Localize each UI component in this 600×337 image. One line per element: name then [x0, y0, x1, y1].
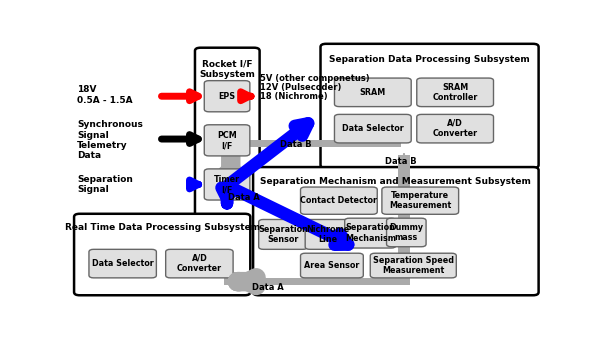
FancyBboxPatch shape: [386, 218, 426, 247]
Text: A/D
Converter: A/D Converter: [433, 119, 478, 139]
Text: Contact Detector: Contact Detector: [301, 196, 377, 205]
Text: SRAM: SRAM: [360, 88, 386, 97]
FancyBboxPatch shape: [417, 78, 493, 106]
FancyBboxPatch shape: [305, 219, 351, 249]
Text: Data Selector: Data Selector: [92, 259, 154, 268]
Text: Separation
Sensor: Separation Sensor: [258, 225, 308, 244]
FancyArrowPatch shape: [227, 136, 235, 182]
Text: Data A: Data A: [252, 283, 283, 293]
FancyBboxPatch shape: [74, 214, 250, 295]
Text: Temperature
Measurement: Temperature Measurement: [389, 191, 451, 210]
FancyBboxPatch shape: [301, 253, 364, 278]
FancyBboxPatch shape: [166, 249, 233, 278]
Text: Data B: Data B: [280, 140, 311, 149]
Text: Dummy
mass: Dummy mass: [389, 223, 424, 242]
FancyBboxPatch shape: [382, 187, 458, 214]
FancyBboxPatch shape: [253, 167, 539, 295]
Text: 5V (other componetus): 5V (other componetus): [260, 73, 370, 83]
Text: A/D
Converter: A/D Converter: [177, 254, 222, 273]
Bar: [398, 155, 410, 285]
FancyBboxPatch shape: [320, 44, 539, 168]
FancyBboxPatch shape: [89, 249, 157, 278]
Text: Synchronous
Signal
Telemetry
Data: Synchronous Signal Telemetry Data: [77, 120, 143, 160]
Text: Area Sensor: Area Sensor: [304, 261, 359, 270]
Text: Data B: Data B: [385, 157, 416, 166]
Text: Timer
I/F: Timer I/F: [214, 175, 240, 194]
FancyBboxPatch shape: [334, 78, 411, 106]
FancyBboxPatch shape: [301, 187, 377, 214]
FancyBboxPatch shape: [204, 125, 250, 156]
Text: Separation Data Processing Subsystem: Separation Data Processing Subsystem: [329, 55, 530, 64]
Text: Separation
Mechanism: Separation Mechanism: [345, 223, 396, 243]
FancyBboxPatch shape: [344, 218, 396, 248]
Text: EPS: EPS: [218, 92, 236, 101]
Text: Data Selector: Data Selector: [342, 124, 404, 133]
Text: Real Time Data Processing Subsystem: Real Time Data Processing Subsystem: [65, 223, 260, 233]
FancyBboxPatch shape: [204, 169, 250, 200]
FancyBboxPatch shape: [204, 81, 250, 112]
FancyBboxPatch shape: [195, 48, 260, 287]
Text: PCM
I/F: PCM I/F: [217, 131, 237, 150]
Text: SRAM
Controller: SRAM Controller: [433, 83, 478, 102]
Bar: [224, 278, 401, 285]
Text: Rocket I/F
Subsystem: Rocket I/F Subsystem: [200, 60, 256, 79]
FancyBboxPatch shape: [417, 114, 493, 143]
FancyBboxPatch shape: [334, 114, 411, 143]
Text: Separation Mechanism and Measurement Subsystem: Separation Mechanism and Measurement Sub…: [260, 178, 531, 186]
Text: Separation Speed
Measurement: Separation Speed Measurement: [373, 256, 454, 275]
Text: Data A: Data A: [229, 193, 260, 202]
Text: 18 (Nichrome): 18 (Nichrome): [260, 92, 328, 101]
Text: 12V (Pulsecoder): 12V (Pulsecoder): [260, 83, 341, 92]
FancyBboxPatch shape: [370, 253, 457, 278]
FancyBboxPatch shape: [259, 219, 308, 249]
Text: 18V
0.5A - 1.5A: 18V 0.5A - 1.5A: [77, 85, 133, 104]
Text: Separation
Signal: Separation Signal: [77, 175, 133, 194]
Text: Nichrome
Line: Nichrome Line: [307, 225, 350, 244]
Bar: [224, 140, 401, 147]
